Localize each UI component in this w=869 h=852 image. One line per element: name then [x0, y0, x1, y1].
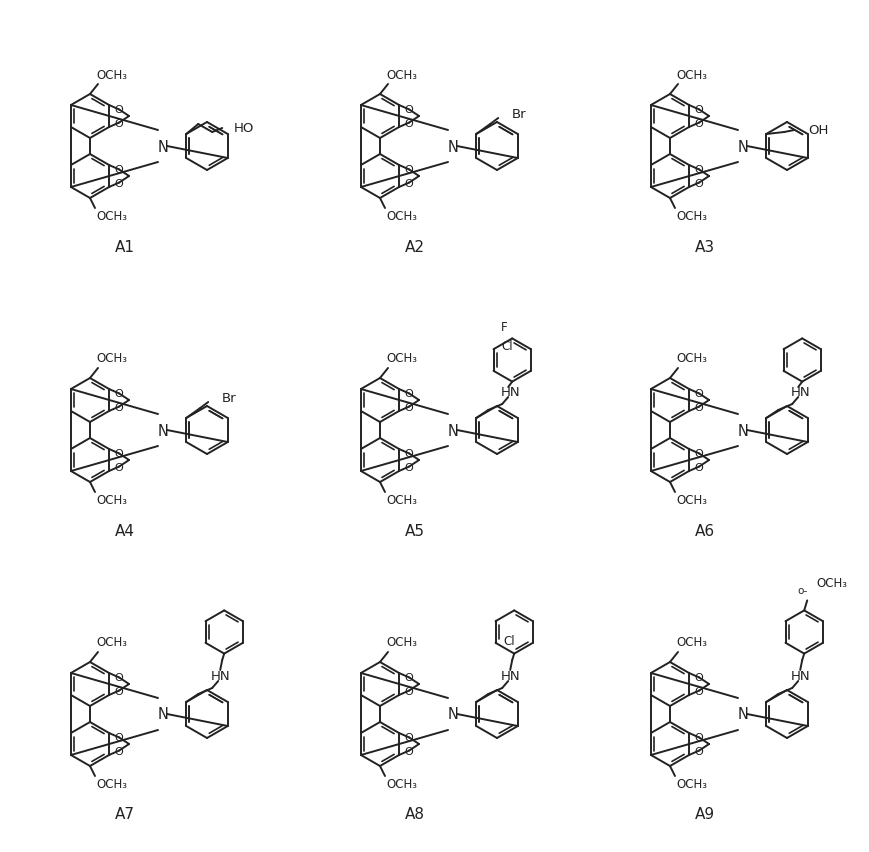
Text: OCH₃: OCH₃	[96, 636, 128, 648]
Text: O: O	[693, 733, 703, 743]
Text: HO: HO	[234, 123, 255, 135]
Text: N: N	[447, 706, 458, 722]
Text: HN: HN	[790, 386, 809, 399]
Text: HN: HN	[790, 670, 809, 682]
Text: O: O	[115, 746, 123, 756]
Text: O: O	[693, 746, 703, 756]
Text: N: N	[737, 706, 747, 722]
Text: O: O	[404, 118, 413, 129]
Text: OCH₃: OCH₃	[386, 494, 417, 507]
Text: O: O	[404, 178, 413, 188]
Text: A3: A3	[694, 239, 714, 254]
Text: OCH₃: OCH₃	[386, 778, 417, 791]
Text: HN: HN	[500, 386, 520, 399]
Text: O: O	[693, 672, 703, 682]
Text: A4: A4	[115, 523, 135, 538]
Text: OCH₃: OCH₃	[815, 576, 846, 590]
Text: O: O	[404, 462, 413, 472]
Text: O: O	[115, 733, 123, 743]
Text: A9: A9	[694, 807, 714, 821]
Text: Br: Br	[512, 108, 527, 121]
Text: O: O	[693, 402, 703, 412]
Text: N: N	[737, 423, 747, 438]
Text: A1: A1	[115, 239, 135, 254]
Text: O: O	[115, 462, 123, 472]
Text: A8: A8	[405, 807, 425, 821]
Text: Cl: Cl	[503, 635, 514, 648]
Text: O: O	[404, 402, 413, 412]
Text: OCH₃: OCH₃	[96, 68, 128, 82]
Text: HN: HN	[500, 670, 520, 682]
Text: O: O	[693, 106, 703, 115]
Text: OCH₃: OCH₃	[96, 352, 128, 365]
Text: N: N	[157, 706, 169, 722]
Text: N: N	[737, 140, 747, 154]
Text: OCH₃: OCH₃	[676, 636, 706, 648]
Text: F: F	[501, 320, 507, 333]
Text: O: O	[404, 106, 413, 115]
Text: O: O	[693, 449, 703, 459]
Text: OCH₃: OCH₃	[386, 352, 417, 365]
Text: O: O	[115, 389, 123, 399]
Text: O: O	[693, 686, 703, 696]
Text: O: O	[404, 746, 413, 756]
Text: O: O	[404, 672, 413, 682]
Text: O: O	[115, 449, 123, 459]
Text: O: O	[115, 118, 123, 129]
Text: OCH₃: OCH₃	[96, 494, 128, 507]
Text: O: O	[115, 402, 123, 412]
Text: O: O	[115, 672, 123, 682]
Text: OCH₃: OCH₃	[96, 778, 128, 791]
Text: O: O	[404, 165, 413, 176]
Text: OCH₃: OCH₃	[676, 210, 706, 223]
Text: N: N	[447, 140, 458, 154]
Text: O: O	[115, 686, 123, 696]
Text: OCH₃: OCH₃	[676, 778, 706, 791]
Text: Br: Br	[222, 392, 236, 405]
Text: O: O	[404, 733, 413, 743]
Text: OCH₃: OCH₃	[676, 352, 706, 365]
Text: O: O	[115, 178, 123, 188]
Text: O: O	[404, 686, 413, 696]
Text: o-: o-	[796, 585, 806, 596]
Text: O: O	[693, 462, 703, 472]
Text: O: O	[693, 178, 703, 188]
Text: OCH₃: OCH₃	[386, 210, 417, 223]
Text: OCH₃: OCH₃	[96, 210, 128, 223]
Text: O: O	[404, 449, 413, 459]
Text: A5: A5	[405, 523, 425, 538]
Text: A6: A6	[694, 523, 714, 538]
Text: OCH₃: OCH₃	[386, 68, 417, 82]
Text: A2: A2	[405, 239, 425, 254]
Text: O: O	[693, 389, 703, 399]
Text: OCH₃: OCH₃	[386, 636, 417, 648]
Text: O: O	[115, 106, 123, 115]
Text: A7: A7	[115, 807, 135, 821]
Text: O: O	[693, 165, 703, 176]
Text: OH: OH	[807, 124, 827, 137]
Text: N: N	[157, 140, 169, 154]
Text: O: O	[404, 389, 413, 399]
Text: O: O	[115, 165, 123, 176]
Text: HN: HN	[210, 670, 229, 682]
Text: OCH₃: OCH₃	[676, 68, 706, 82]
Text: O: O	[693, 118, 703, 129]
Text: Cl: Cl	[501, 339, 513, 352]
Text: OCH₃: OCH₃	[676, 494, 706, 507]
Text: N: N	[157, 423, 169, 438]
Text: N: N	[447, 423, 458, 438]
